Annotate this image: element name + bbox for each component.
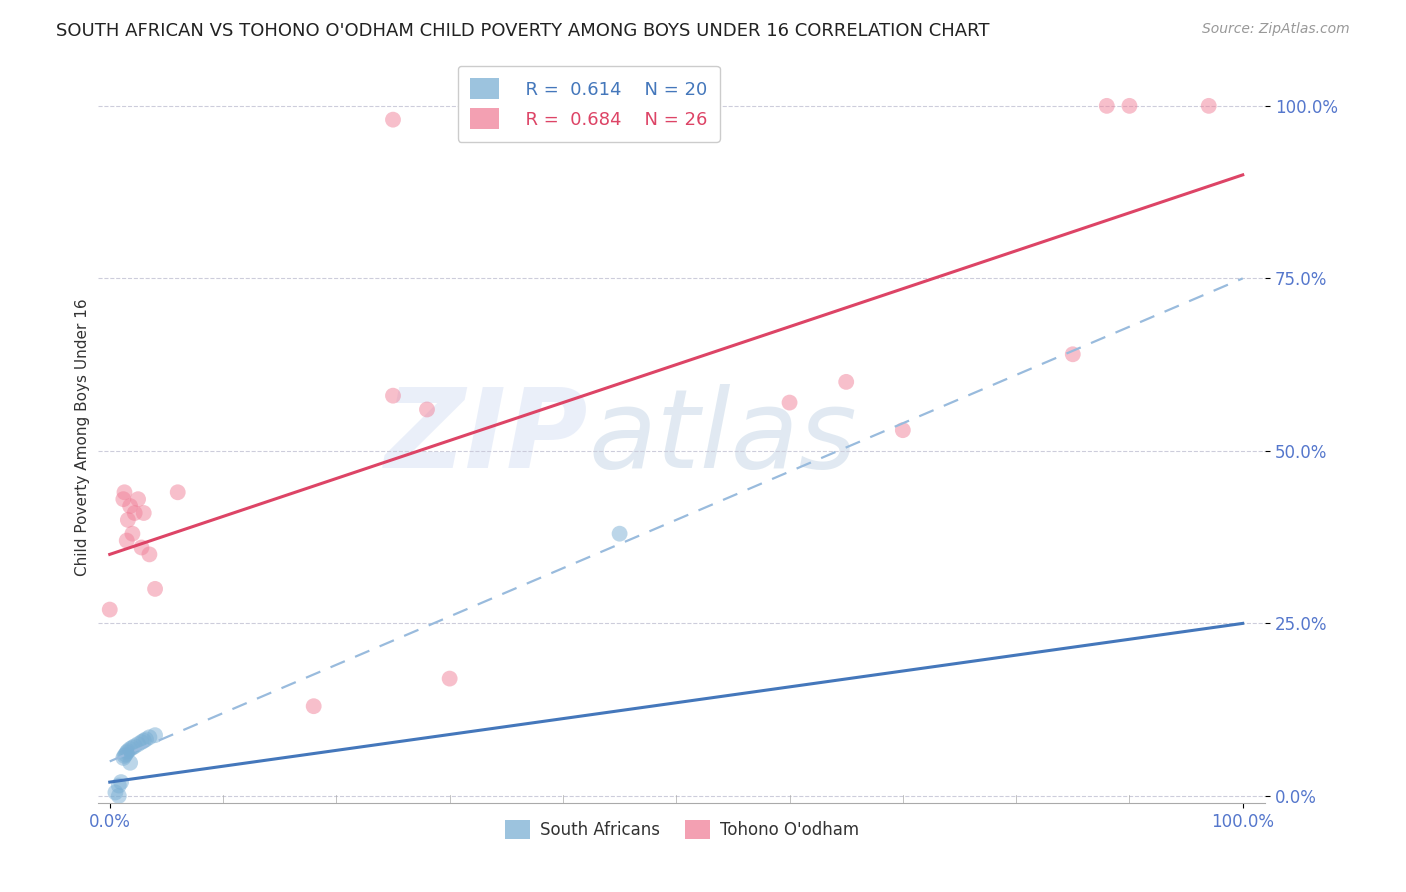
Point [124,739,146,754]
Point [120,742,142,756]
Point [416,402,439,417]
Point [112,751,135,765]
Point [115,746,138,760]
Point [127,492,149,507]
Point [110,775,132,789]
Legend: South Africans, Tohono O'odham: South Africans, Tohono O'odham [498,814,866,846]
Point [108,789,131,803]
Point [114,485,136,500]
Point [117,513,139,527]
Point [382,389,405,403]
Point [127,737,149,751]
Point [114,747,136,762]
Point [112,492,135,507]
Point [120,499,142,513]
Point [132,506,155,520]
Point [138,731,160,745]
Point [121,526,143,541]
Point [138,548,160,562]
Point [104,785,127,799]
Point [609,526,631,541]
Point [120,756,142,770]
Point [108,779,131,793]
Point [1095,99,1118,113]
Point [117,744,139,758]
Point [1198,99,1220,113]
Text: Source: ZipAtlas.com: Source: ZipAtlas.com [1202,22,1350,37]
Point [131,735,153,749]
Text: atlas: atlas [589,384,858,491]
Point [121,740,143,755]
Point [891,423,914,437]
Point [166,485,188,500]
Point [835,375,858,389]
Point [302,699,325,714]
Point [132,733,155,747]
Point [124,506,146,520]
Point [779,395,801,409]
Point [439,672,461,686]
Point [114,748,136,763]
Text: SOUTH AFRICAN VS TOHONO O'ODHAM CHILD POVERTY AMONG BOYS UNDER 16 CORRELATION CH: SOUTH AFRICAN VS TOHONO O'ODHAM CHILD PO… [56,22,990,40]
Text: ZIP: ZIP [385,384,589,491]
Point [98,602,121,616]
Point [131,541,153,555]
Y-axis label: Child Poverty Among Boys Under 16: Child Poverty Among Boys Under 16 [75,298,90,576]
Point [135,732,157,747]
Point [143,582,166,596]
Point [1062,347,1084,361]
Point [143,728,166,742]
Point [382,112,405,127]
Point [1118,99,1140,113]
Point [115,533,138,548]
